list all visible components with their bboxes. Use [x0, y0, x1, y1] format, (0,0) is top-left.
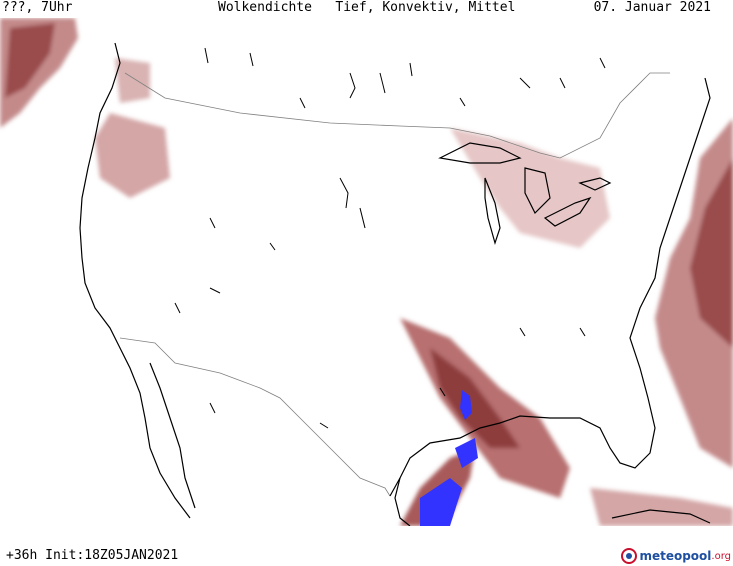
meteopool-logo-icon [621, 548, 638, 564]
cloud-area-oregon [95, 113, 170, 198]
national-borders [119, 72, 670, 497]
baja-coast [149, 362, 196, 509]
pacific-coast [79, 42, 191, 519]
mexico-east-coast [394, 477, 411, 526]
convective-cell-gulf-south [455, 438, 478, 468]
convective-layer [420, 390, 478, 526]
convective-cell-mexico [420, 478, 462, 526]
cloud-area-gulf-core [430, 348, 520, 448]
meteopool-logo[interactable]: meteopool .org [621, 546, 731, 566]
cloud-area-caribbean [590, 488, 733, 526]
gulf-coast [389, 77, 711, 497]
lake-erie [543, 196, 592, 227]
forecast-date: 07. Januar 2021 [593, 0, 711, 15]
canada-us-border [124, 72, 670, 159]
map-title: Wolkendichte Tief, Konvektiv, Mittel [218, 0, 516, 15]
coastlines [79, 42, 711, 526]
cloud-area-washington [115, 58, 150, 103]
cuba-coast [611, 509, 711, 524]
lake-michigan [484, 177, 501, 246]
cloud-density-map [0, 18, 733, 526]
cloud-area-northwest-pacific-core [5, 23, 55, 98]
cloud-area-great-lakes [450, 128, 610, 248]
lake-superior [438, 142, 522, 164]
logo-tld: .org [711, 550, 731, 562]
cloud-cover-layer [0, 18, 733, 526]
convective-cell-louisiana [460, 390, 472, 420]
lake-huron [524, 167, 551, 215]
cloud-area-atlantic-core [690, 158, 733, 348]
logo-name: meteopool [639, 549, 712, 563]
forecast-time-label: ???, 7Uhr [2, 0, 73, 15]
run-info: +36h Init:18Z05JAN2021 [6, 548, 179, 563]
mexico-us-border [119, 337, 391, 497]
lake-ontario [578, 177, 612, 191]
inland-water [174, 47, 606, 429]
